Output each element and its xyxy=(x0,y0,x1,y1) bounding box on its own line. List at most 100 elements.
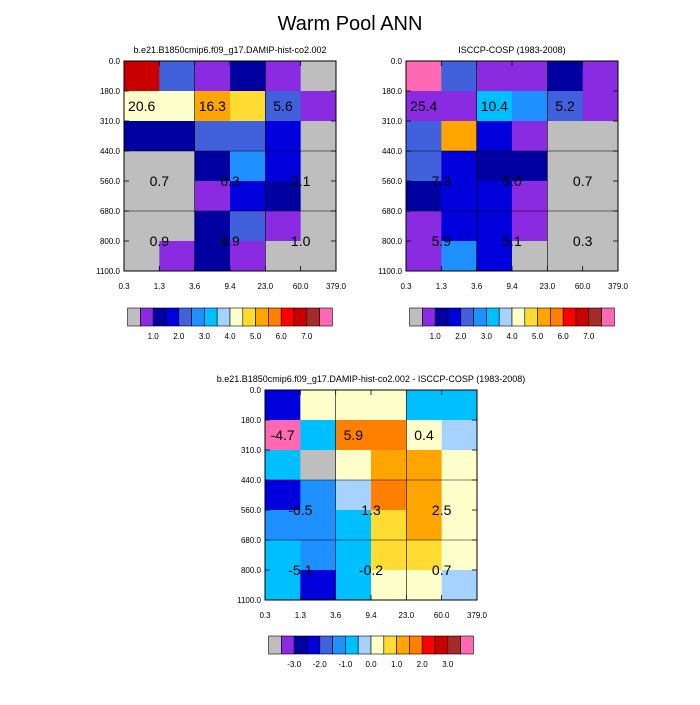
colorbar-label: 2.0 xyxy=(455,332,467,341)
data-label: 20.6 xyxy=(128,98,155,114)
y-tick-label: 560.0 xyxy=(382,177,403,186)
x-tick-label: 1.3 xyxy=(436,282,448,291)
colorbar-label: 3.0 xyxy=(481,332,493,341)
heatmap-cell xyxy=(476,181,513,212)
heatmap-cell xyxy=(265,570,301,601)
colorbar-swatch xyxy=(242,307,256,327)
data-label: 6.3 xyxy=(220,173,240,189)
heatmap-cell xyxy=(582,151,619,182)
heatmap-cell xyxy=(371,420,407,451)
heatmap-cell xyxy=(265,540,301,571)
y-tick-label: 440.0 xyxy=(241,476,262,485)
heatmap-cell xyxy=(124,211,160,242)
y-tick-label: 180.0 xyxy=(382,87,403,96)
colorbar-swatch xyxy=(524,307,538,327)
heatmap-cell xyxy=(230,241,266,272)
colorbar-swatch xyxy=(280,307,295,327)
heatmap-cell xyxy=(441,211,478,242)
heatmap-cell xyxy=(265,420,301,451)
heatmap-cell xyxy=(406,390,443,421)
colorbar-swatch xyxy=(370,635,385,655)
colorbar-label: 7.0 xyxy=(583,332,595,341)
heatmap-cell xyxy=(441,540,478,571)
heatmap-cell xyxy=(441,241,478,272)
y-tick-label: 800.0 xyxy=(382,237,403,246)
heatmap-cell xyxy=(547,211,584,242)
heatmap-cell xyxy=(335,480,372,511)
heatmap-cell xyxy=(582,241,619,272)
heatmap-cell xyxy=(441,121,478,152)
x-tick-label: 23.0 xyxy=(399,611,415,620)
colorbar-swatch xyxy=(498,307,513,327)
x-tick-label: 3.6 xyxy=(471,282,483,291)
heatmap-cell xyxy=(441,181,478,212)
heatmap-cell xyxy=(159,241,196,272)
panel-title: b.e21.B1850cmip6.f09_g17.DAMIP-hist-co2.… xyxy=(133,45,326,55)
x-tick-label: 0.3 xyxy=(118,282,130,291)
y-tick-label: 180.0 xyxy=(241,416,262,425)
data-label: -4.7 xyxy=(271,427,295,443)
heatmap-cell xyxy=(230,151,266,182)
colorbar-swatch xyxy=(319,635,333,655)
y-tick-label: 0.0 xyxy=(391,57,403,66)
data-label: 1.0 xyxy=(291,233,311,249)
data-label: 25.4 xyxy=(410,98,437,114)
heatmap-cell xyxy=(547,151,584,182)
colorbar-swatch xyxy=(434,307,449,327)
colorbar-swatch xyxy=(319,307,333,327)
heatmap-cell xyxy=(300,241,337,272)
colorbar-swatch xyxy=(601,307,615,327)
heatmap-cell xyxy=(194,241,231,272)
y-tick-label: 680.0 xyxy=(382,207,403,216)
heatmap-cell xyxy=(230,91,266,122)
heatmap-cell xyxy=(441,420,478,451)
x-tick-label: 379.0 xyxy=(467,611,488,620)
heatmap-cell xyxy=(441,151,478,182)
colorbar-swatch xyxy=(575,307,590,327)
colorbar-swatch xyxy=(409,307,423,327)
data-label: 5.0 xyxy=(502,173,522,189)
y-tick-label: 310.0 xyxy=(382,117,403,126)
y-tick-label: 180.0 xyxy=(100,87,121,96)
panel-title: b.e21.B1850cmip6.f09_g17.DAMIP-hist-co2.… xyxy=(217,374,526,384)
heatmap-cell xyxy=(476,61,513,92)
y-tick-label: 560.0 xyxy=(241,506,262,515)
x-tick-label: 60.0 xyxy=(434,611,450,620)
panel-title: ISCCP-COSP (1983-2008) xyxy=(458,45,565,55)
colorbar-label: 3.0 xyxy=(442,660,454,669)
y-tick-label: 0.0 xyxy=(109,57,121,66)
heatmap-cell xyxy=(406,570,443,601)
x-tick-label: 0.3 xyxy=(400,282,412,291)
heatmap-cell xyxy=(476,91,513,122)
x-tick-label: 1.3 xyxy=(154,282,166,291)
heatmap-cell xyxy=(406,420,443,451)
colorbar-swatch xyxy=(152,307,167,327)
colorbar-swatch xyxy=(191,307,205,327)
colorbar-swatch xyxy=(422,307,436,327)
panel-obs: ISCCP-COSP (1983-2008) 0.0 180.0 310.0 440.0… xyxy=(378,45,628,341)
colorbar-label: 1.0 xyxy=(391,660,403,669)
colorbar-label: -1.0 xyxy=(339,660,353,669)
heatmap-cell xyxy=(194,211,231,242)
heatmap-cell xyxy=(582,91,619,122)
heatmap-cell xyxy=(124,61,160,92)
x-tick-label: 0.3 xyxy=(259,611,271,620)
x-tick-label: 9.4 xyxy=(506,282,518,291)
colorbar-label: 1.0 xyxy=(430,332,442,341)
colorbar-swatch xyxy=(268,307,282,327)
panel-model: b.e21.B1850cmip6.f09_g17.DAMIP-hist-co2.… xyxy=(96,45,346,341)
colorbar-swatch xyxy=(345,635,359,655)
heatmap-cell xyxy=(371,510,407,541)
x-tick-label: 23.0 xyxy=(258,282,274,291)
y-tick-label: 560.0 xyxy=(100,177,121,186)
heatmap-cell xyxy=(406,121,442,152)
heatmap-cell xyxy=(300,420,337,451)
heatmap-cell xyxy=(300,450,337,481)
colorbar-swatch xyxy=(165,307,180,327)
colorbar-swatch xyxy=(255,307,269,327)
data-label: 0.9 xyxy=(150,233,170,249)
colorbar-label: 4.0 xyxy=(506,332,518,341)
heatmap-cell xyxy=(547,121,584,152)
y-tick-label: 310.0 xyxy=(241,446,262,455)
heatmap-cell xyxy=(230,211,266,242)
